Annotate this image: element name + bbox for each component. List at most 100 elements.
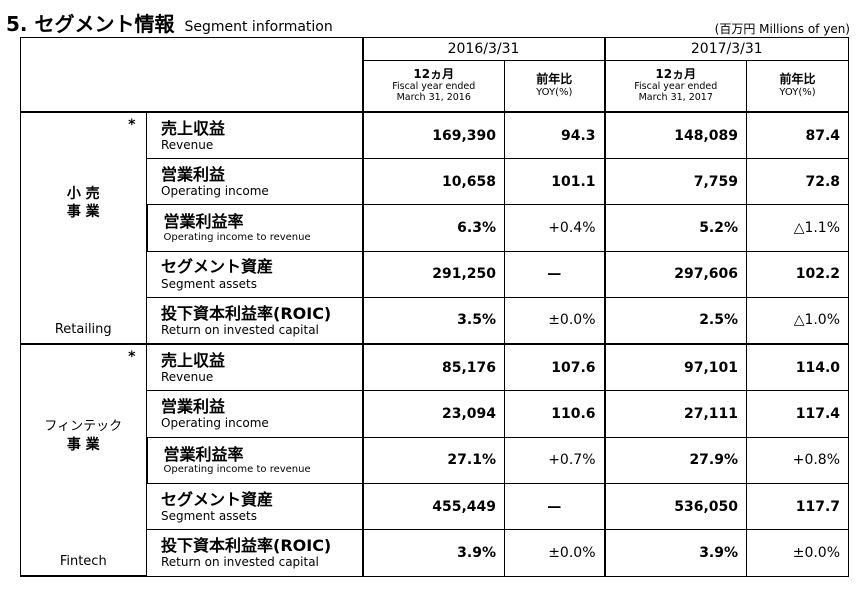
yoy-cell: 101.1: [503, 158, 606, 206]
row-label: 売上収益 Revenue: [146, 111, 363, 160]
row-label-jp: 売上収益: [161, 118, 226, 138]
segment-label-fintech: * フィンテック 事 業 Fintech: [20, 343, 147, 577]
yoy-cell: +0.7%: [503, 436, 606, 484]
yoy-cell: 72.8: [746, 158, 850, 206]
col-fy-2016-jp: 12ヵ月: [413, 67, 455, 82]
value-cell: 5.2%: [603, 204, 748, 252]
row-label: セグメント資産 Segment assets: [146, 250, 363, 298]
col-fy-2016: 12ヵ月 Fiscal year ended March 31, 2016: [361, 60, 505, 113]
value-cell: 10,658: [361, 158, 505, 206]
value-cell: 27.1%: [361, 436, 505, 484]
row-label-jp: 投下資本利益率(ROIC): [161, 536, 332, 556]
header-corner: [20, 37, 363, 113]
row-label: 投下資本利益率(ROIC) Return on invested capital: [146, 529, 363, 577]
col-yoy-2017-en: YOY(%): [779, 87, 816, 99]
table-row: 営業利益率 Operating income to revenue 6.3% +…: [21, 204, 850, 252]
segment-name-jp-line1: 小 売: [66, 186, 100, 202]
row-label: 投下資本利益率(ROIC) Return on invested capital: [146, 296, 363, 345]
row-label-jp: セグメント資産: [161, 489, 274, 509]
row-label-en: Segment assets: [161, 276, 258, 291]
segment-table: 2016/3/31 2017/3/31 12ヵ月 Fiscal year end…: [20, 37, 850, 577]
period-header-2017: 2017/3/31: [603, 37, 850, 61]
row-label-jp: 営業利益: [161, 397, 226, 417]
yoy-cell: 107.6: [503, 343, 606, 392]
value-cell: 27,111: [603, 390, 748, 438]
table-row: 投下資本利益率(ROIC) Return on invested capital…: [21, 529, 850, 577]
row-label: 売上収益 Revenue: [146, 343, 363, 392]
table-row: 投下資本利益率(ROIC) Return on invested capital…: [20, 296, 850, 345]
col-yoy-2017-jp: 前年比: [779, 72, 816, 87]
value-cell: 23,094: [361, 390, 505, 438]
page-title: 5. セグメント情報 Segment information: [6, 8, 333, 37]
col-fy-2017-en1: Fiscal year ended: [634, 80, 718, 92]
yoy-cell: 110.6: [503, 390, 606, 438]
row-label-en: Return on invested capital: [161, 555, 319, 570]
col-yoy-2016-jp: 前年比: [536, 72, 573, 87]
yoy-cell: 87.4: [746, 111, 850, 160]
col-yoy-2016-en: YOY(%): [536, 87, 573, 99]
row-label-jp: 投下資本利益率(ROIC): [161, 303, 332, 323]
value-cell: 3.5%: [361, 296, 505, 345]
value-cell: 3.9%: [603, 529, 748, 577]
segment-name-jp-line2: 事 業: [66, 436, 100, 453]
segment-name-jp: フィンテック 事 業: [21, 419, 146, 454]
row-label: 営業利益率 Operating income to revenue: [145, 204, 363, 252]
row-label: 営業利益 Operating income: [146, 390, 363, 438]
table-row: * フィンテック 事 業 Fintech 売上収益 Revenue 85,176…: [20, 343, 850, 577]
row-label-jp: 営業利益率: [163, 212, 244, 232]
unit-label: (百万円 Millions of yen): [714, 22, 850, 36]
row-label: 営業利益率 Operating income to revenue: [145, 436, 363, 484]
row-label-en: Operating income to revenue: [163, 463, 311, 475]
segment-name-en: Fintech: [59, 554, 107, 569]
value-cell: 148,089: [603, 111, 748, 160]
title-en: Segment information: [184, 19, 333, 35]
col-fy-2016-en1: Fiscal year ended: [392, 80, 476, 92]
yoy-cell: 114.0: [746, 343, 850, 392]
segment-name-jp-line2: 事 業: [66, 204, 100, 221]
yoy-cell: △1.0%: [746, 296, 850, 345]
row-label-en: Return on invested capital: [161, 322, 319, 337]
segment-name-en: Retailing: [54, 322, 112, 337]
table-row: * 小 売 事 業 Retailing 売上収益 Revenue 169,390…: [20, 111, 850, 345]
value-cell: 3.9%: [361, 529, 505, 577]
value-cell: 536,050: [603, 482, 748, 531]
period-header-2016: 2016/3/31: [361, 37, 606, 61]
yoy-cell: —: [503, 482, 606, 531]
row-label-jp: 営業利益: [161, 164, 226, 184]
row-label-en: Revenue: [161, 137, 214, 152]
row-label-en: Operating income to revenue: [163, 231, 311, 243]
yoy-cell: 102.2: [746, 250, 850, 298]
value-cell: 6.3%: [361, 204, 505, 252]
value-cell: 27.9%: [603, 436, 748, 484]
value-cell: 291,250: [361, 250, 505, 298]
yoy-cell: ±0.0%: [503, 296, 606, 345]
row-label-en: Operating income: [161, 184, 269, 199]
value-cell: 297,606: [603, 250, 748, 298]
yoy-cell: △1.1%: [746, 204, 850, 252]
row-label-en: Segment assets: [161, 508, 258, 523]
value-cell: 97,101: [603, 343, 748, 392]
yoy-cell: —: [503, 250, 606, 298]
segment-star: *: [128, 117, 136, 133]
row-label-en: Revenue: [161, 370, 214, 385]
value-cell: 2.5%: [603, 296, 748, 345]
col-yoy-2017: 前年比 YOY(%): [746, 60, 850, 113]
title-jp: 5. セグメント情報: [6, 12, 175, 36]
table-row: セグメント資産 Segment assets 455,449 — 536,050…: [21, 482, 850, 531]
table-row: 営業利益率 Operating income to revenue 27.1% …: [21, 436, 850, 484]
row-label-jp: セグメント資産: [161, 257, 274, 277]
yoy-cell: ±0.0%: [503, 529, 606, 577]
value-cell: 455,449: [361, 482, 505, 531]
yoy-cell: 117.4: [746, 390, 850, 438]
segment-name-jp: 小 売 事 業: [21, 185, 146, 221]
row-label-jp: 営業利益率: [163, 444, 244, 464]
col-fy-2016-en2: March 31, 2016: [396, 91, 471, 103]
segment-star: *: [128, 349, 136, 365]
table-row: 営業利益 Operating income 10,658 101.1 7,759…: [21, 158, 850, 206]
row-label-jp: 売上収益: [161, 350, 226, 370]
segment-name-jp-line1: フィンテック: [44, 419, 123, 434]
row-label-en: Operating income: [161, 416, 269, 431]
yoy-cell: 94.3: [503, 111, 606, 160]
yoy-cell: ±0.0%: [746, 529, 850, 577]
value-cell: 85,176: [361, 343, 505, 392]
